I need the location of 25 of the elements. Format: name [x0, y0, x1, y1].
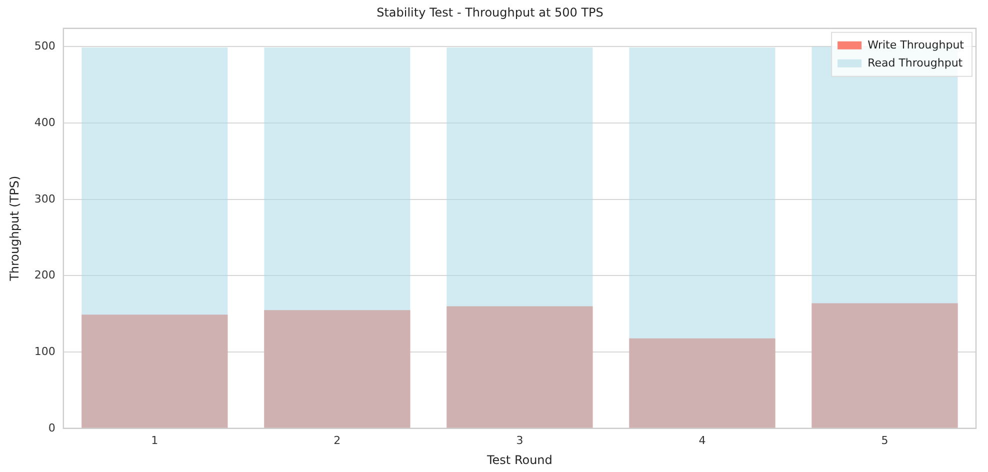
bar [629, 47, 776, 428]
bar [264, 310, 410, 428]
legend-label: Write Throughput [868, 38, 965, 52]
bar [82, 47, 228, 428]
y-tick-label: 300 [34, 192, 56, 206]
x-tick-label: 3 [516, 434, 524, 447]
bar [446, 306, 593, 428]
bar [812, 303, 958, 428]
y-tick-label: 500 [34, 40, 56, 53]
x-tick-label: 4 [698, 434, 706, 447]
y-tick-label: 100 [34, 344, 56, 358]
chart-title: Stability Test - Throughput at 500 TPS [376, 5, 604, 20]
y-axis-title: Throughput (TPS) [7, 176, 22, 282]
bar [629, 338, 776, 428]
y-tick-label: 400 [34, 116, 56, 129]
x-axis-title: Test Round [486, 452, 552, 467]
bar [82, 314, 228, 428]
legend-label: Read Throughput [868, 56, 964, 70]
x-tick-label: 1 [151, 434, 158, 447]
bar [446, 47, 593, 428]
x-tick-label: 2 [334, 434, 341, 447]
bar [264, 47, 410, 428]
x-tick-label: 5 [881, 434, 888, 447]
y-tick-label: 200 [34, 268, 56, 282]
y-tick-label: 0 [48, 421, 56, 434]
